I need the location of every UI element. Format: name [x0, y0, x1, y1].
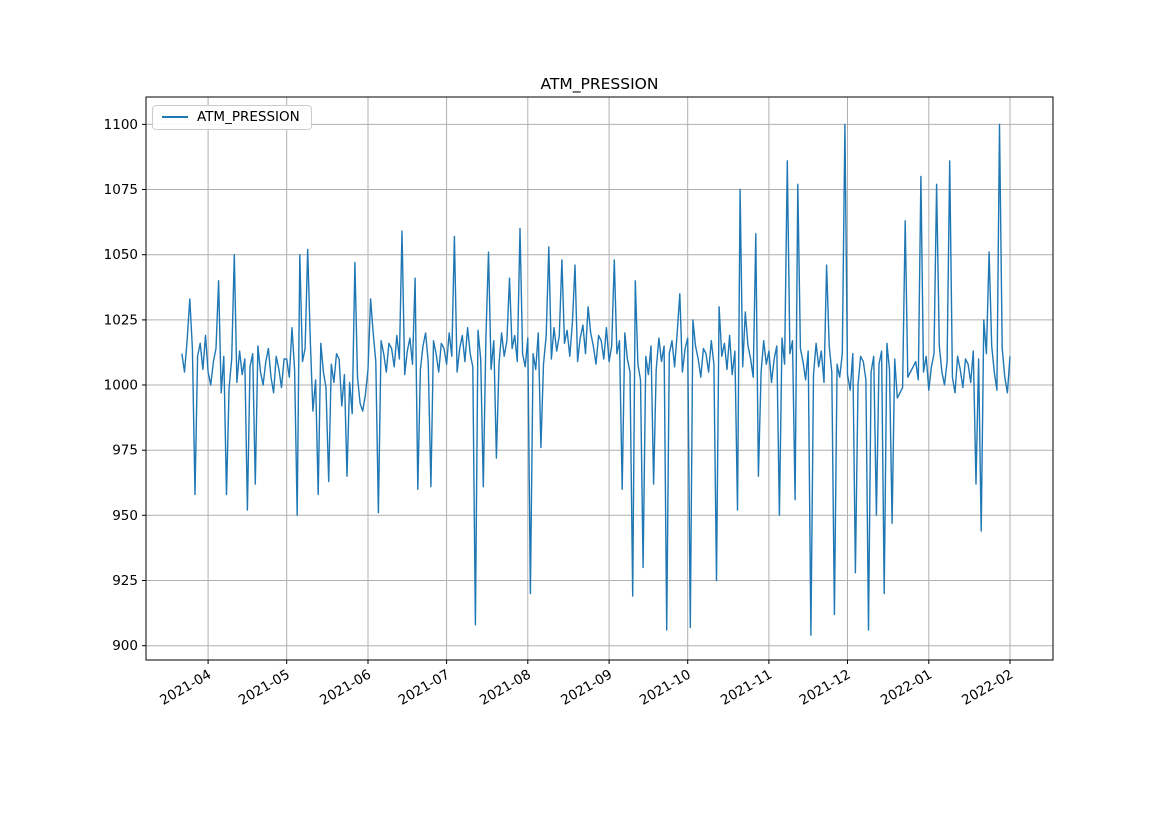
tick-label-x: 2021-10 [637, 667, 694, 709]
legend-line-swatch [162, 116, 188, 118]
tick-label-x: 2021-12 [797, 667, 854, 709]
tick-label-x: 2021-08 [477, 667, 534, 709]
tick-label-y: 1075 [104, 182, 138, 198]
tick-label-y: 950 [112, 508, 138, 524]
tick-label-y: 925 [112, 573, 138, 589]
axes-border [145, 96, 1054, 661]
tick-label-y: 975 [112, 443, 138, 459]
tick-label-x: 2021-11 [718, 667, 775, 709]
tick-label-y: 1050 [104, 247, 138, 263]
chart-title: ATM_PRESSION [540, 75, 659, 93]
tick-label-x: 2022-02 [959, 667, 1016, 709]
tick-label-y: 900 [112, 638, 138, 654]
tick-label-y: 1100 [104, 117, 138, 133]
tick-label-x: 2021-09 [558, 667, 615, 709]
legend: ATM_PRESSION [152, 105, 312, 130]
tick-label-x: 2021-05 [236, 667, 293, 709]
tick-label-x: 2021-07 [396, 667, 453, 709]
tick-label-x: 2021-04 [157, 667, 214, 709]
series-line-atm-pression [181, 123, 1011, 636]
tick-label-x: 2022-01 [878, 667, 935, 709]
legend-label: ATM_PRESSION [197, 109, 300, 125]
tick-label-y: 1000 [104, 378, 138, 394]
tick-label-y: 1025 [104, 312, 138, 328]
tick-label-x: 2021-06 [317, 667, 374, 709]
